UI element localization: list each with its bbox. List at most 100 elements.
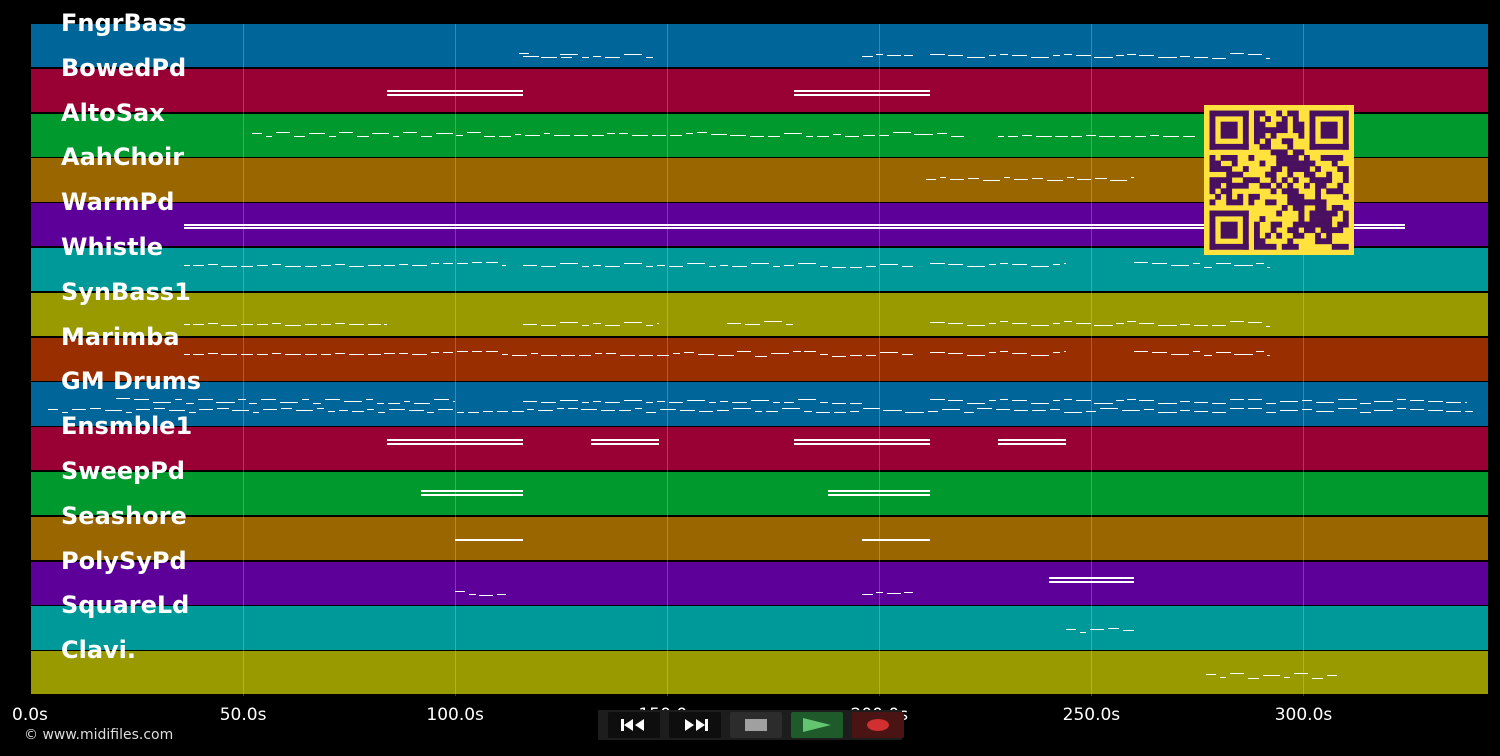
note [512, 355, 528, 357]
note [645, 56, 653, 58]
note [442, 351, 454, 353]
note [456, 411, 465, 413]
note [593, 323, 602, 325]
note [1000, 398, 1009, 400]
note [581, 56, 590, 58]
note [541, 56, 557, 58]
track-lane[interactable] [31, 292, 1488, 337]
track-lane[interactable] [31, 68, 1488, 113]
note [221, 265, 238, 267]
note [1052, 322, 1060, 324]
note [313, 402, 322, 404]
note [388, 402, 400, 404]
play-icon [803, 718, 831, 732]
note [989, 400, 997, 402]
track-lane[interactable] [31, 382, 1488, 426]
track-label: BowedPd [61, 53, 187, 82]
note [304, 354, 317, 356]
note [1055, 136, 1068, 138]
note [1428, 400, 1443, 402]
note [709, 402, 717, 404]
note [879, 263, 898, 265]
note [392, 135, 400, 137]
note [486, 262, 499, 264]
qr-code[interactable] [1204, 105, 1354, 255]
track-lane[interactable] [31, 651, 1488, 695]
note [817, 136, 830, 138]
track-lane[interactable] [31, 606, 1488, 650]
note [541, 265, 557, 267]
note [125, 412, 132, 414]
note [832, 403, 847, 405]
note [541, 354, 558, 356]
track-lane[interactable] [31, 472, 1488, 516]
note [1247, 677, 1260, 679]
note [168, 409, 186, 411]
note [656, 264, 665, 266]
rewind-icon [621, 719, 644, 731]
track-label: SweepPd [61, 457, 185, 485]
note [1149, 134, 1160, 136]
note [604, 56, 620, 58]
note [1316, 402, 1335, 404]
note [1121, 410, 1141, 412]
note [320, 353, 332, 355]
note [511, 410, 524, 412]
grid-line [1091, 24, 1093, 696]
note [387, 439, 524, 442]
track-lane[interactable] [31, 337, 1488, 381]
note [261, 399, 277, 401]
note [604, 324, 620, 326]
note [998, 439, 1066, 442]
note [556, 408, 564, 410]
note [989, 54, 997, 56]
track-label: GM Drums [61, 367, 202, 396]
track-lane[interactable] [31, 561, 1488, 605]
note [989, 322, 997, 324]
fast-forward-button[interactable] [669, 712, 721, 738]
note [886, 592, 901, 594]
note [1302, 399, 1313, 401]
note [1193, 411, 1209, 413]
record-button[interactable] [852, 712, 904, 738]
rewind-button[interactable] [608, 712, 660, 738]
note [1071, 135, 1083, 137]
note [455, 590, 466, 592]
note [1283, 677, 1290, 679]
track-lane[interactable] [31, 516, 1488, 561]
note [384, 353, 395, 355]
note [293, 136, 305, 138]
note [497, 594, 507, 596]
note [1230, 407, 1245, 409]
note [1085, 410, 1096, 412]
note [457, 351, 468, 353]
note [271, 322, 282, 324]
note [794, 439, 931, 442]
track-label: Clavi. [61, 636, 137, 665]
note [174, 399, 182, 401]
note [832, 134, 841, 136]
note [876, 591, 883, 593]
note [804, 351, 817, 353]
note [537, 410, 553, 412]
note [484, 136, 496, 138]
note [805, 135, 814, 137]
note [514, 133, 522, 135]
note [726, 322, 742, 324]
note [1464, 402, 1467, 404]
note [193, 323, 205, 325]
note [998, 135, 1005, 137]
note [685, 132, 694, 134]
note [1030, 402, 1049, 404]
stop-button[interactable] [730, 712, 782, 738]
track-lane[interactable] [31, 24, 1488, 68]
note [541, 324, 557, 326]
track-lane[interactable] [31, 427, 1488, 471]
note [368, 354, 381, 356]
note [948, 54, 964, 56]
track-lane[interactable] [31, 248, 1488, 292]
note [335, 352, 345, 354]
note [427, 412, 434, 414]
note [639, 355, 654, 356]
play-button[interactable] [791, 712, 843, 738]
